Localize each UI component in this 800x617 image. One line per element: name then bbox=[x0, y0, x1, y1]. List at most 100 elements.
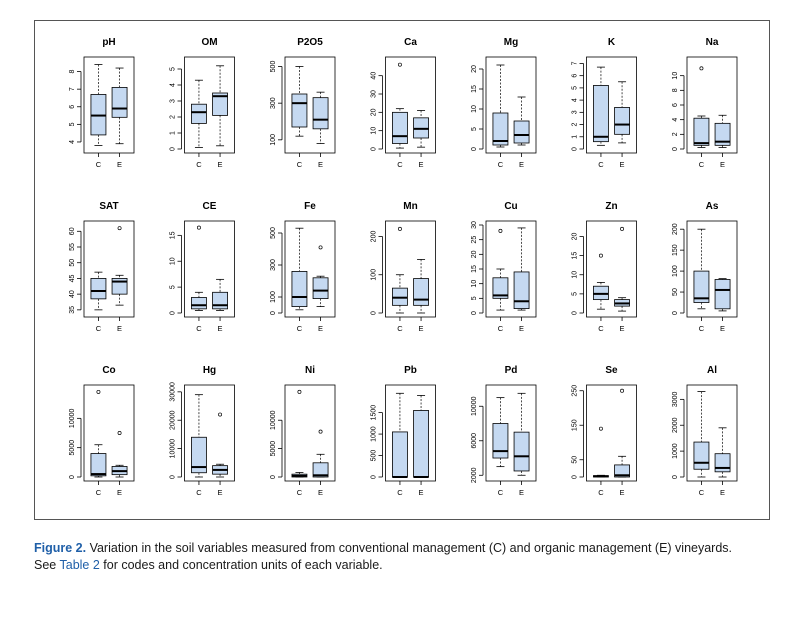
y-tick-label: 2 bbox=[672, 132, 679, 136]
box-e bbox=[312, 97, 329, 130]
plot-title: As bbox=[706, 201, 719, 212]
y-tick-label: 6 bbox=[672, 103, 679, 107]
box-e bbox=[212, 92, 228, 116]
box-c bbox=[492, 277, 509, 299]
y-tick-label: 2 bbox=[170, 115, 177, 119]
box-e bbox=[413, 278, 429, 306]
box-e bbox=[714, 122, 731, 146]
x-tick-label: E bbox=[519, 324, 524, 333]
outlier-point bbox=[397, 62, 402, 67]
y-tick-label: 10 bbox=[471, 280, 478, 288]
y-tick-label: 0 bbox=[672, 147, 679, 151]
boxplot-ca: Ca 0 10 20 30 40 C E bbox=[371, 37, 436, 169]
y-tick-label: 8 bbox=[672, 88, 679, 92]
plot-title: SAT bbox=[99, 201, 118, 212]
y-tick-label: 10 bbox=[170, 257, 177, 265]
y-tick-label: 0 bbox=[170, 311, 177, 315]
boxplot-fe: Fe 0 100 300 500 C E bbox=[270, 201, 336, 333]
x-tick-label: E bbox=[318, 324, 323, 333]
x-tick-label: E bbox=[318, 488, 323, 497]
y-tick-label: 1000 bbox=[371, 426, 378, 442]
box-e bbox=[513, 271, 530, 310]
x-tick-label: E bbox=[419, 324, 424, 333]
outlier-point bbox=[196, 225, 201, 230]
outlier-point bbox=[598, 426, 603, 431]
box-c bbox=[693, 441, 710, 470]
box-c bbox=[693, 270, 710, 303]
y-tick-label: 500 bbox=[371, 450, 378, 462]
y-tick-label: 3 bbox=[170, 99, 177, 103]
box-c bbox=[191, 103, 207, 124]
y-tick-label: 45 bbox=[69, 274, 76, 282]
y-tick-label: 150 bbox=[672, 244, 679, 256]
x-tick-label: C bbox=[196, 488, 202, 497]
plot-title: CE bbox=[203, 201, 217, 212]
boxplot-ni: Ni 0 5000 10000 C E bbox=[270, 365, 336, 497]
y-tick-label: 0 bbox=[572, 475, 579, 479]
y-tick-label: 20 bbox=[471, 250, 478, 258]
plot-title: K bbox=[608, 37, 616, 48]
y-tick-label: 20 bbox=[471, 65, 478, 73]
x-tick-label: E bbox=[620, 324, 625, 333]
y-tick-label: 30 bbox=[371, 90, 378, 98]
y-tick-label: 150 bbox=[572, 419, 579, 431]
caption-text-2: See bbox=[34, 558, 60, 572]
plot-region-border bbox=[485, 220, 537, 318]
boxplot-k: K 0 1 2 3 4 5 6 7 C E bbox=[572, 37, 637, 169]
y-tick-label: 7 bbox=[572, 61, 579, 65]
box-c bbox=[492, 423, 509, 459]
box-c bbox=[191, 297, 207, 310]
plot-region-border bbox=[284, 220, 336, 318]
plot-region-border bbox=[83, 220, 135, 318]
y-tick-label: 50 bbox=[672, 288, 679, 296]
plot-region-border bbox=[686, 384, 738, 482]
y-tick-label: 10 bbox=[672, 72, 679, 80]
y-tick-label: 0 bbox=[170, 475, 177, 479]
plot-region-border bbox=[385, 384, 436, 482]
x-tick-label: C bbox=[498, 324, 504, 333]
x-tick-label: E bbox=[117, 324, 122, 333]
boxplot-se: Se 0 50 150 250 C E bbox=[572, 365, 637, 497]
outlier-point bbox=[598, 253, 603, 258]
x-tick-label: C bbox=[598, 160, 604, 169]
figure-label: Figure 2. bbox=[34, 541, 87, 555]
x-tick-label: C bbox=[397, 160, 403, 169]
y-tick-label: 15 bbox=[471, 85, 478, 93]
y-tick-label: 100 bbox=[371, 269, 378, 281]
x-tick-label: E bbox=[419, 488, 424, 497]
y-tick-label: 100 bbox=[270, 291, 277, 303]
plot-title: Ca bbox=[404, 37, 417, 48]
x-tick-label: E bbox=[620, 160, 625, 169]
plot-region-border bbox=[284, 384, 336, 482]
box-e bbox=[513, 431, 530, 472]
plot-title: Pb bbox=[404, 365, 417, 376]
y-tick-label: 300 bbox=[270, 259, 277, 271]
y-tick-label: 5000 bbox=[69, 440, 76, 456]
y-tick-label: 0 bbox=[170, 147, 177, 151]
outlier-point bbox=[318, 245, 323, 250]
boxplot-mg: Mg 0 5 10 15 20 C E bbox=[471, 37, 537, 169]
y-tick-label: 60 bbox=[69, 227, 76, 235]
boxplot-pb: Pb 0 500 1000 1500 C E bbox=[371, 365, 436, 497]
table-reference-link[interactable]: Table 2 bbox=[59, 558, 100, 572]
y-tick-label: 0 bbox=[672, 311, 679, 315]
x-tick-label: E bbox=[117, 160, 122, 169]
plot-region-border bbox=[385, 220, 436, 318]
y-tick-label: 1000 bbox=[672, 443, 679, 459]
boxplot-pd: Pd 2000 6000 10000 C E bbox=[471, 365, 537, 497]
y-tick-label: 5000 bbox=[270, 441, 277, 457]
outlier-point bbox=[117, 431, 122, 435]
y-tick-label: 1500 bbox=[371, 405, 378, 421]
x-tick-label: C bbox=[699, 160, 705, 169]
y-tick-label: 25 bbox=[471, 236, 478, 244]
x-tick-label: C bbox=[96, 160, 102, 169]
y-tick-label: 5 bbox=[572, 86, 579, 90]
y-tick-label: 35 bbox=[69, 306, 76, 314]
y-tick-label: 100 bbox=[672, 265, 679, 277]
x-tick-label: C bbox=[297, 488, 303, 497]
x-tick-label: E bbox=[519, 488, 524, 497]
y-tick-label: 0 bbox=[471, 147, 478, 151]
y-tick-label: 0 bbox=[572, 311, 579, 315]
y-tick-label: 10000 bbox=[270, 410, 277, 430]
x-tick-label: E bbox=[218, 160, 223, 169]
